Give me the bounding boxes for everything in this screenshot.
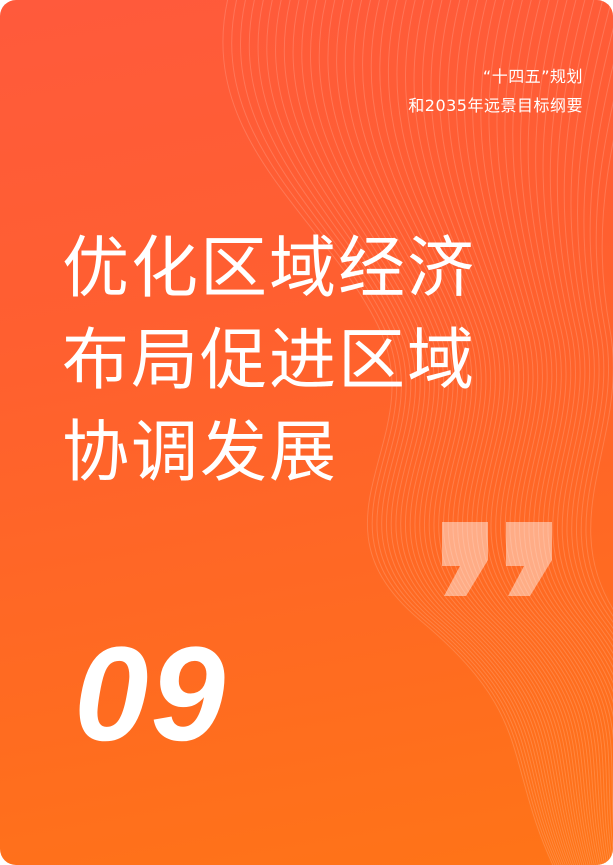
wave-line	[549, 0, 613, 662]
wave-line	[504, 0, 613, 718]
wave-line	[561, 0, 613, 648]
wave-line	[447, 0, 608, 865]
wave-line	[580, 63, 613, 624]
wave-line	[480, 0, 613, 854]
wave-line	[405, 0, 597, 865]
wave-line	[488, 0, 613, 829]
subtitle: “十四五”规划 和2035年远景目标纲要	[408, 62, 583, 120]
wave-line	[463, 0, 612, 865]
page-title: 优化区域经济 布局促进区域 协调发展	[62, 222, 562, 498]
wave-line	[387, 0, 593, 865]
wave-line	[327, 0, 579, 865]
wave-line	[240, 0, 558, 865]
wave-line	[396, 0, 595, 865]
subtitle-line: “十四五”规划	[482, 67, 583, 86]
wave-line	[301, 0, 573, 865]
wave-line	[292, 0, 570, 865]
wave-line	[362, 0, 587, 865]
subtitle-line: 和2035年远景目标纲要	[408, 96, 583, 115]
wave-line	[318, 0, 577, 865]
wave-line	[257, 0, 562, 865]
wave-line	[413, 0, 599, 865]
title-line: 优化区域经济	[62, 229, 476, 307]
wave-line	[542, 0, 613, 669]
wave-line	[336, 0, 581, 865]
wave-line	[283, 0, 568, 865]
wave-line	[231, 0, 556, 865]
wave-line	[455, 0, 610, 865]
wave-line	[266, 0, 564, 865]
wave-line	[566, 0, 613, 642]
wave-line	[438, 0, 606, 865]
wave-line	[379, 0, 591, 865]
wave-line	[585, 100, 613, 617]
title-line: 协调发展	[62, 413, 338, 491]
wave-line	[430, 0, 604, 865]
wave-line	[370, 0, 589, 865]
wave-line	[353, 0, 585, 865]
wave-line	[590, 139, 613, 610]
wave-line	[310, 0, 575, 865]
wave-line	[222, 0, 554, 865]
chapter-number: 09	[74, 620, 228, 769]
wave-line	[512, 0, 613, 704]
title-line: 布局促进区域	[62, 321, 476, 399]
wave-line	[520, 0, 613, 694]
wave-line	[527, 0, 613, 685]
wave-line	[575, 27, 613, 630]
wave-line	[571, 0, 613, 636]
wave-line	[275, 0, 566, 865]
wave-line	[344, 0, 583, 865]
wave-line	[248, 0, 560, 865]
wave-line	[556, 0, 613, 655]
closing-quote-icon	[442, 522, 552, 596]
wave-line	[422, 0, 602, 865]
wave-line	[472, 0, 613, 865]
wave-line	[535, 0, 613, 676]
wave-line	[496, 0, 613, 741]
